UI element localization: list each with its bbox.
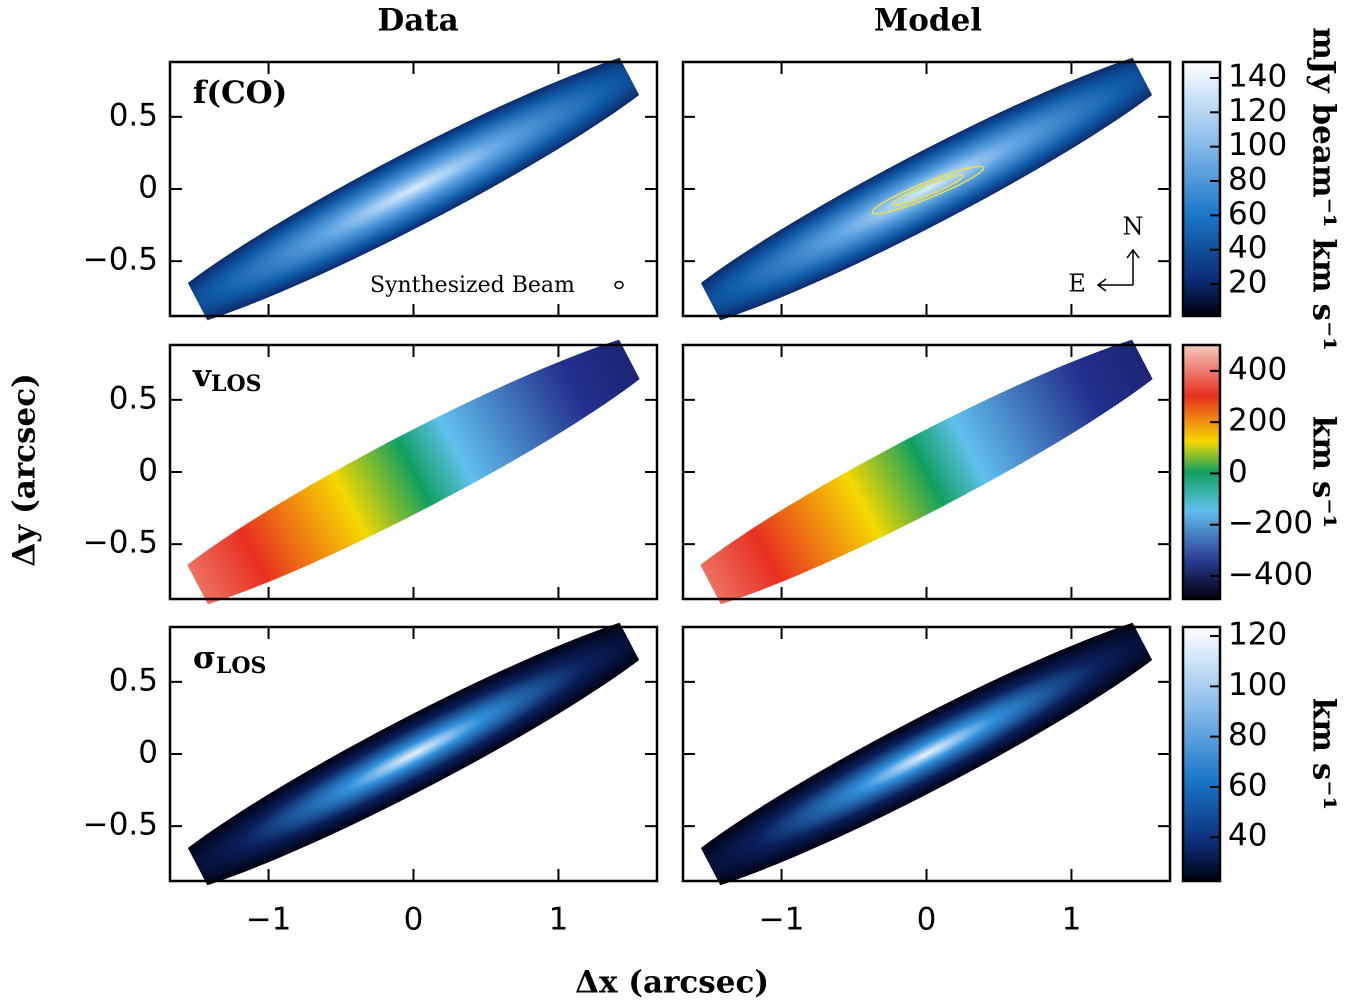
row-label: f(CO)	[193, 75, 287, 111]
y-tick-label: 0	[138, 170, 158, 206]
colorbar	[1183, 345, 1220, 599]
colorbar-tick-label: 60	[1228, 196, 1267, 232]
map-panel: −0.5 0 0.5	[83, 46, 681, 332]
map-panel: −0.5 0 0.5	[83, 329, 681, 615]
x-axis-label: Δx (arcsec)	[575, 965, 769, 1001]
colorbar-tick-label: 80	[1228, 162, 1267, 198]
x-tick-label: 0	[404, 902, 424, 938]
colorbar-tick-label: 100	[1228, 667, 1287, 703]
column-title: Model	[874, 3, 982, 39]
label-symbol: v	[192, 358, 212, 394]
y-tick-label: −0.5	[83, 242, 158, 278]
row-label: σLOS	[193, 640, 266, 680]
label-subscript: LOS	[211, 371, 262, 397]
x-tick-label: 1	[549, 902, 569, 938]
colorbar-frame	[1181, 60, 1222, 318]
column-title: Data	[377, 3, 458, 39]
colorbar-tick-label: 120	[1228, 617, 1287, 653]
map-panel	[659, 329, 1194, 615]
galaxy-map	[659, 46, 1194, 332]
colorbar-tick-label: 80	[1228, 717, 1267, 753]
colorbar	[1183, 62, 1220, 316]
x-tick-label: −1	[246, 902, 292, 938]
colorbar-label: km s⁻¹	[1306, 698, 1342, 810]
label-symbol: σ	[193, 640, 216, 676]
y-tick-label: 0.5	[109, 380, 158, 416]
map-panel	[659, 46, 1194, 332]
y-tick-label: 0.5	[109, 97, 158, 133]
beam-label: Synthesized Beam	[370, 273, 575, 298]
compass-e: E	[1068, 270, 1086, 298]
x-tick-label: −1	[759, 902, 805, 938]
y-tick-label: 0.5	[109, 662, 158, 698]
colorbar-tick-label: 400	[1228, 351, 1287, 387]
beam-marker	[614, 280, 624, 290]
y-axis-label: Δy (arcsec)	[7, 373, 43, 567]
colorbar-tick-label: 60	[1228, 767, 1267, 803]
map-panel: −1 0 1	[659, 611, 1194, 938]
y-tick-label: −0.5	[83, 807, 158, 843]
colorbar-label: mJy beam⁻¹ km s⁻¹	[1306, 27, 1342, 351]
model-contour	[871, 165, 985, 215]
label-subscript: LOS	[216, 653, 267, 679]
colorbar-tick-label: 40	[1228, 230, 1267, 266]
colorbar-frame	[1181, 343, 1222, 601]
map-panel: −1 0 1 −0.5 0 0.5	[83, 611, 681, 938]
colorbar-label: km s⁻¹	[1306, 416, 1342, 528]
x-tick-label: 1	[1062, 902, 1082, 938]
colorbar-frame	[1181, 625, 1222, 883]
colorbar-tick-label: 20	[1228, 265, 1267, 301]
label-symbol: f(CO)	[193, 75, 287, 111]
colorbar-tick-label: 100	[1228, 127, 1287, 163]
compass-n: N	[1123, 213, 1144, 241]
galaxy-map	[659, 611, 1194, 897]
row-label: vLOS	[192, 358, 262, 398]
galaxy-map	[146, 46, 681, 332]
colorbar	[1183, 627, 1220, 881]
compass-arrows	[1096, 248, 1140, 292]
colorbar-tick-label: 120	[1228, 93, 1287, 129]
y-tick-label: −0.5	[83, 525, 158, 561]
colorbar-tick-label: −400	[1228, 556, 1313, 592]
colorbar-tick-label: −200	[1228, 505, 1313, 541]
galaxy-map	[146, 329, 681, 615]
colorbar-tick-label: 200	[1228, 403, 1287, 439]
model-contour	[891, 174, 965, 206]
colorbar-tick-label: 0	[1228, 454, 1248, 490]
colorbar-tick-label: 140	[1228, 58, 1287, 94]
x-tick-label: 0	[917, 902, 937, 938]
galaxy-map	[146, 611, 681, 897]
y-tick-label: 0	[138, 453, 158, 489]
y-tick-label: 0	[138, 735, 158, 771]
galaxy-map	[659, 329, 1194, 615]
colorbar-tick-label: 40	[1228, 818, 1267, 854]
